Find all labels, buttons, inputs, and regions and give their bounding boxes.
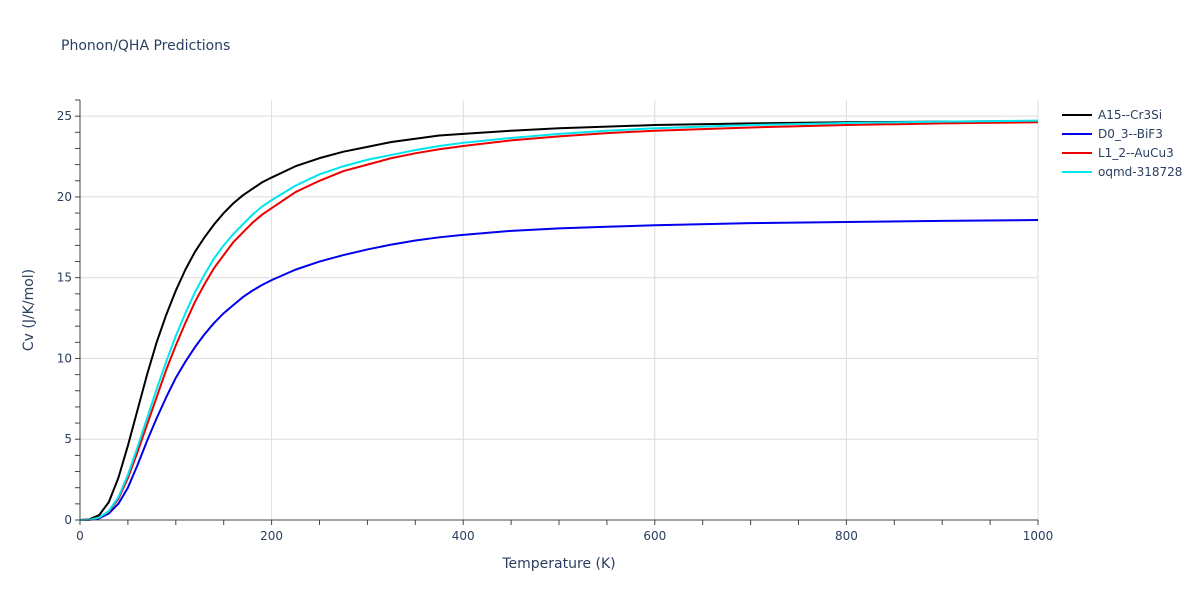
legend-label: D0_3--BiF3 xyxy=(1098,127,1163,141)
legend-label: A15--Cr3Si xyxy=(1098,108,1162,122)
series-line-2 xyxy=(79,121,1039,521)
chart-title: Phonon/QHA Predictions xyxy=(61,38,230,54)
grid xyxy=(80,100,1039,520)
series-line-3 xyxy=(79,119,1039,521)
x-tick-label: 800 xyxy=(835,529,858,543)
x-tick-label: 1000 xyxy=(1023,529,1054,543)
series-line-0 xyxy=(79,120,1039,521)
x-tick-label: 0 xyxy=(76,529,84,543)
y-axis-title: Cv (J/K/mol) xyxy=(21,269,37,351)
y-tick-label: 25 xyxy=(57,109,72,123)
x-axis-title: Temperature (K) xyxy=(501,556,615,572)
series-group xyxy=(79,119,1039,521)
legend: A15--Cr3Si D0_3--BiF3 L1_2--AuCu3 oqmd-3187… xyxy=(1062,108,1182,179)
legend-label: L1_2--AuCu3 xyxy=(1098,146,1174,160)
y-tick-label: 0 xyxy=(64,513,72,527)
y-tick-label: 5 xyxy=(64,432,72,446)
x-tick-label: 200 xyxy=(260,529,283,543)
axes: 0 200 400 600 800 1000 0 5 10 15 20 25 xyxy=(57,99,1054,543)
x-tick-label: 400 xyxy=(452,529,475,543)
y-tick-label: 10 xyxy=(57,351,72,365)
x-tick-label: 600 xyxy=(643,529,666,543)
y-tick-label: 15 xyxy=(57,271,72,285)
legend-label: oqmd-318728 xyxy=(1098,165,1182,179)
y-tick-label: 20 xyxy=(57,190,72,204)
series-line-1 xyxy=(79,219,1039,521)
